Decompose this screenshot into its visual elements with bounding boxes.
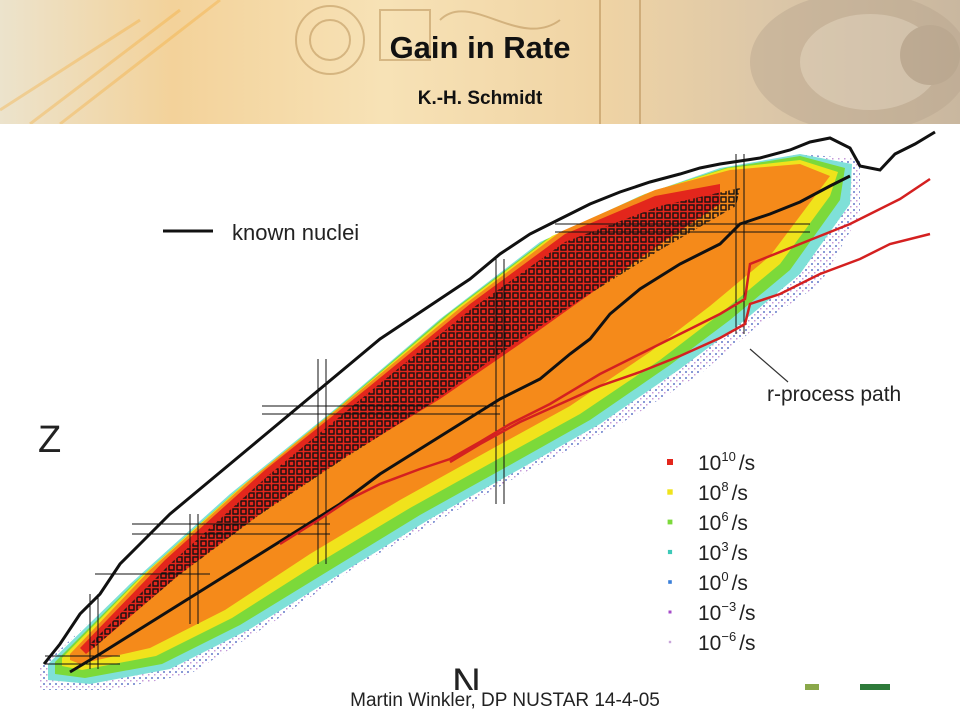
rate-legend-swatch xyxy=(668,580,672,584)
rate-legend-label: 103/s xyxy=(698,539,748,565)
corner-logo xyxy=(805,684,890,690)
rate-legend-swatch xyxy=(667,459,673,465)
r-process-callout-line xyxy=(749,348,789,383)
known-nuclei-label: known nuclei xyxy=(232,220,359,245)
rate-legend-swatch xyxy=(668,610,672,614)
rate-legend-label: 106/s xyxy=(698,509,748,535)
z-axis-label: Z xyxy=(38,419,61,461)
stable-nuclei xyxy=(90,188,740,648)
slide-title: Gain in Rate xyxy=(389,30,571,65)
rate-legend-swatch xyxy=(667,519,673,525)
r-process-path-outer xyxy=(449,232,931,464)
slide-footer: Martin Winkler, DP NUSTAR 14-4-05 xyxy=(350,690,660,711)
slide-author: K.-H. Schmidt xyxy=(417,88,543,109)
n-axis-label: N xyxy=(452,661,481,690)
rate-legend-label: 10−6/s xyxy=(698,629,756,655)
slide-header: Gain in Rate K.-H. Schmidt xyxy=(0,0,960,124)
rate-legend-label: 100/s xyxy=(698,569,748,595)
nuclide-chart: known nuclei r-process path Z N 1010/s10… xyxy=(38,130,936,690)
rate-legend-swatch xyxy=(668,640,672,644)
known-nuclei-boundary-lower xyxy=(69,174,851,674)
header-background-art xyxy=(0,0,960,124)
r-process-label: r-process path xyxy=(767,383,901,406)
rate-legend-label: 1010/s xyxy=(698,449,755,475)
rate-legend-label: 10−3/s xyxy=(698,599,756,625)
known-nuclei-boundary-upper xyxy=(42,130,936,665)
rate-legend-label: 108/s xyxy=(698,479,748,505)
rate-legend-swatch xyxy=(667,489,673,495)
rate-legend: 1010/s 108/s 106/s 103/s 100/s 10−3/s 10−6/s xyxy=(667,449,756,655)
rate-legend-swatch xyxy=(667,549,673,555)
r-process-path-inner xyxy=(279,177,931,546)
